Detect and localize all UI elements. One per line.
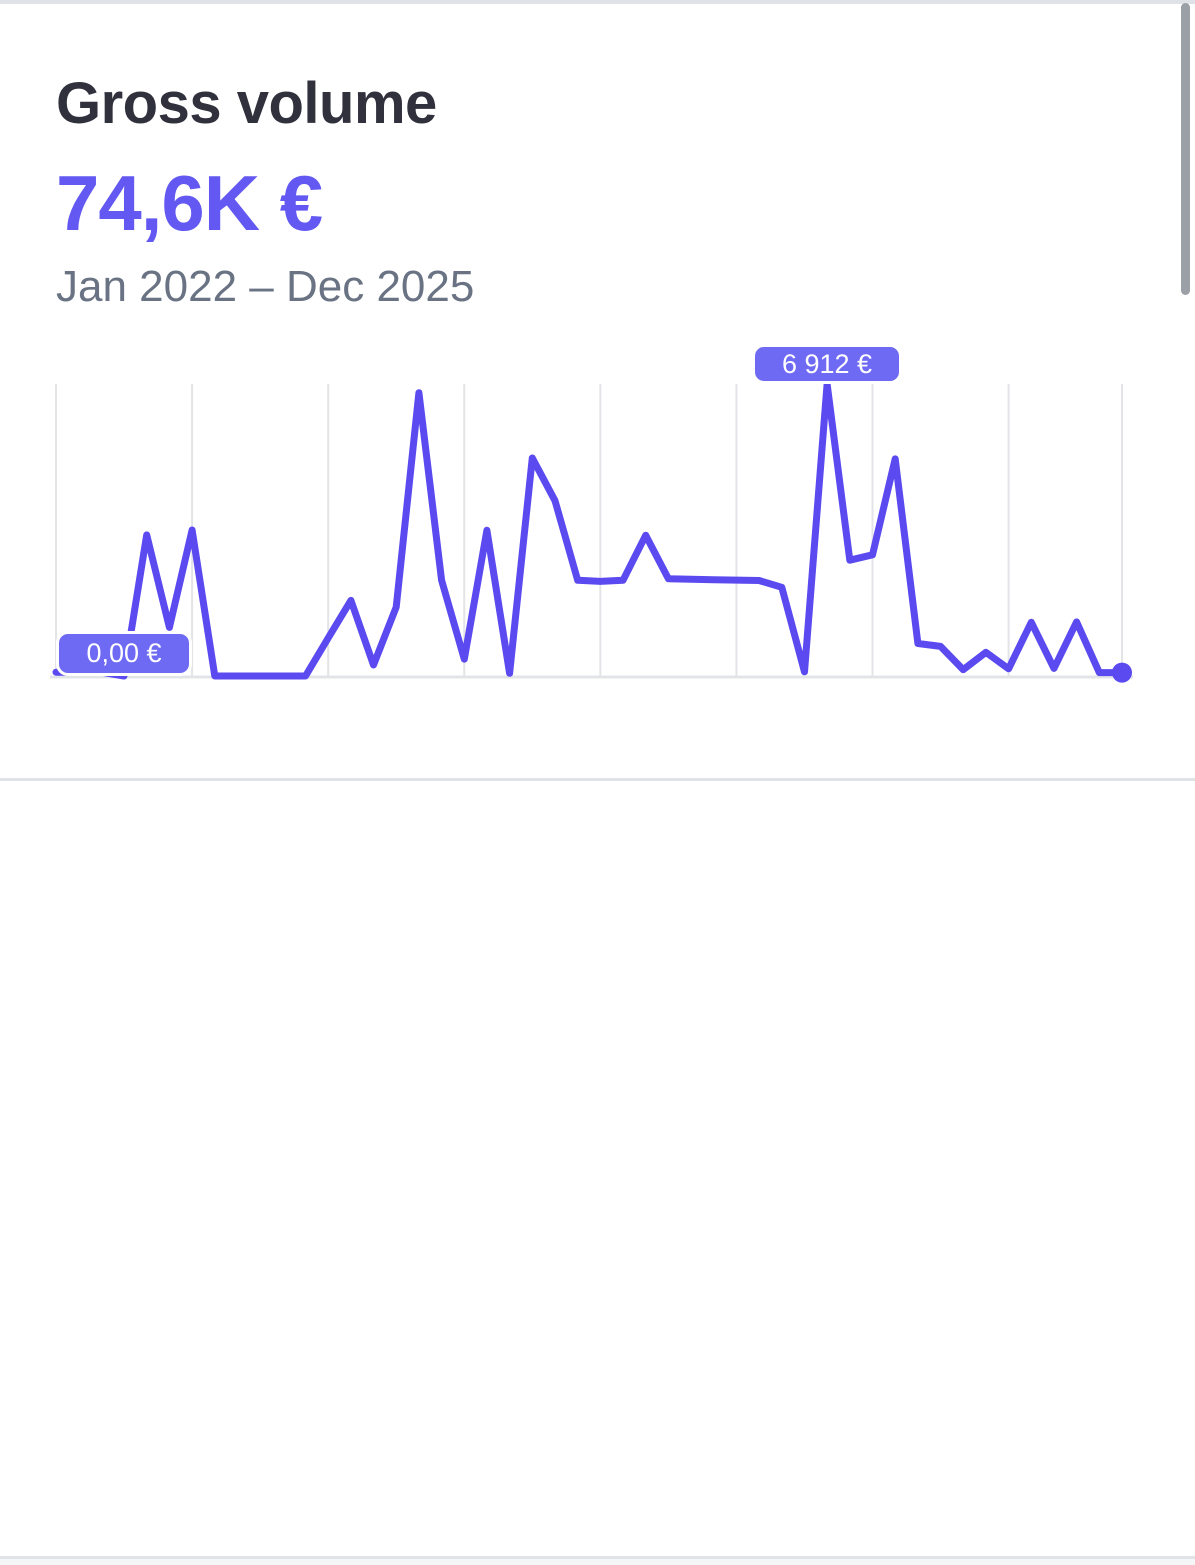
metric-card-gross-volume: Gross volume 74,6K € Jan 2022 – Dec 2025…	[0, 0, 1195, 779]
card-value: 74,6K €	[56, 159, 323, 247]
card-divider	[0, 778, 1195, 781]
bottom-divider	[0, 1556, 1195, 1559]
metric-card-net-volume: Net volume from sales 66,9K € Jan 2022 –…	[0, 781, 1195, 1556]
card-period: Jan 2022 – Dec 2025	[56, 262, 475, 311]
min-value-badge: 0,00 €	[56, 631, 192, 676]
scrollbar-thumb[interactable]	[1181, 3, 1190, 295]
series-line	[52, 380, 1126, 680]
latest-point-dot	[1112, 662, 1132, 683]
top-border	[0, 0, 1195, 4]
max-value-badge: 6 912 €	[752, 344, 902, 384]
card-title: Gross volume	[56, 71, 437, 136]
next-card-edge	[0, 1559, 1195, 1565]
gross-volume-line-chart[interactable]	[0, 340, 1195, 690]
